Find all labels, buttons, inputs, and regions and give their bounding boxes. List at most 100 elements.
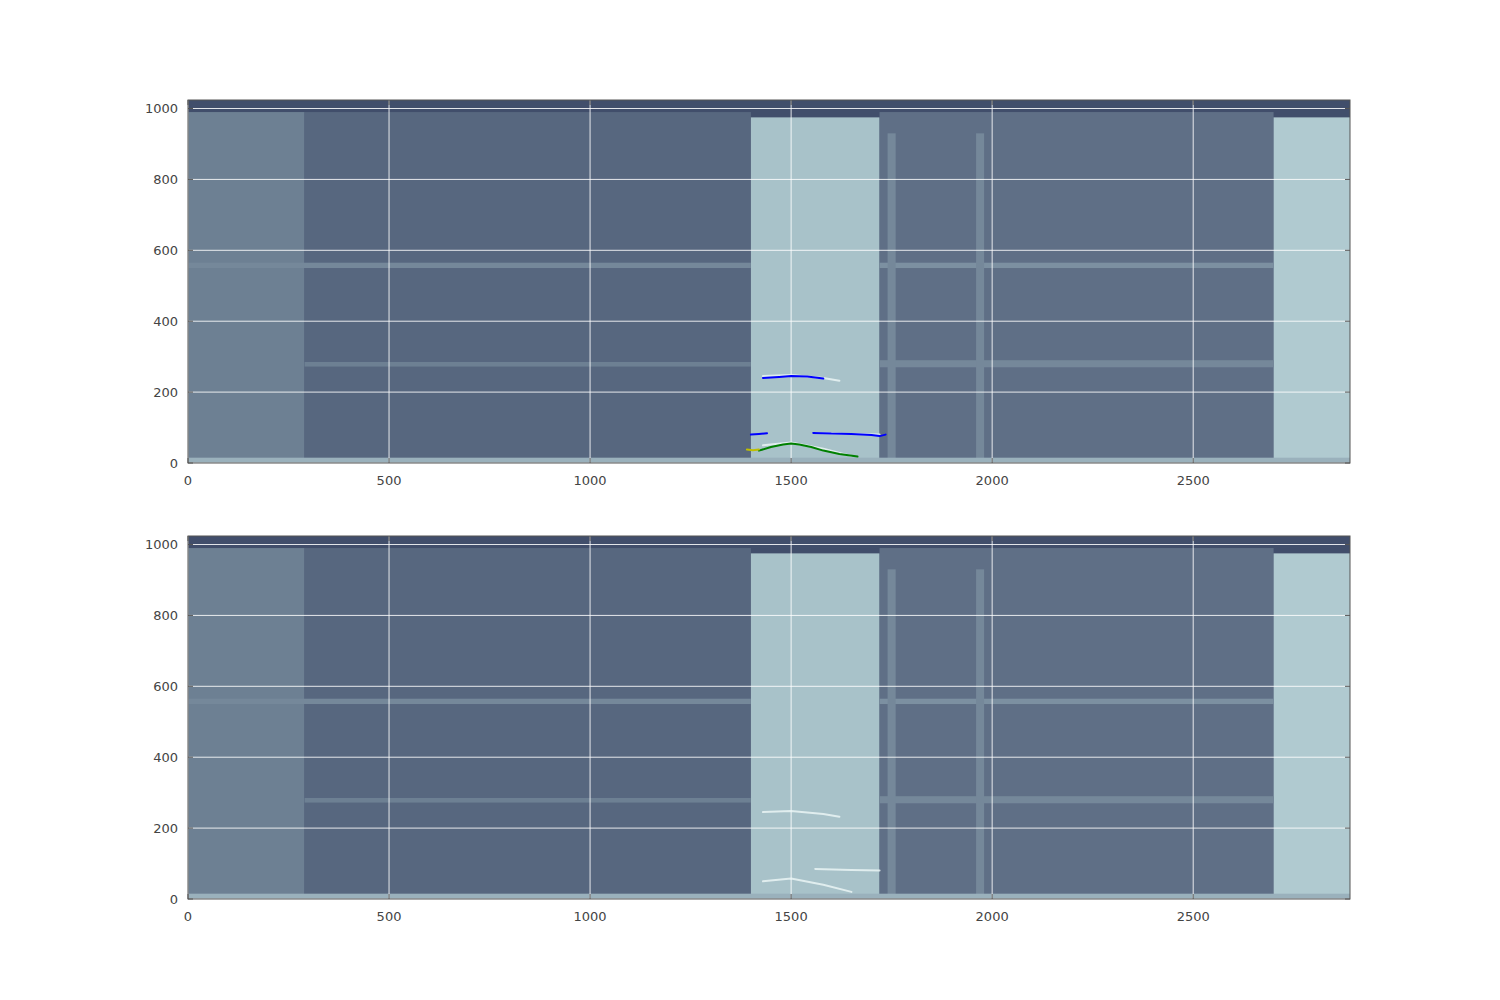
cell — [188, 548, 305, 899]
tick-label: 400 — [153, 314, 178, 329]
tick-label: 1000 — [145, 101, 178, 116]
grid-line — [188, 615, 1350, 616]
tick — [590, 458, 591, 463]
tick — [188, 458, 189, 463]
tick — [188, 686, 193, 687]
tick — [1345, 179, 1350, 180]
tick-label: 400 — [153, 750, 178, 765]
frame — [188, 536, 1350, 899]
tick-label: 0 — [170, 892, 178, 907]
cell — [880, 548, 1274, 899]
grid-line — [188, 108, 1350, 109]
grid-line — [188, 321, 1350, 322]
tick — [590, 100, 591, 105]
grid-line — [188, 828, 1350, 829]
tick-label: 2500 — [1177, 473, 1210, 488]
tick — [389, 100, 390, 105]
cell — [188, 100, 1350, 463]
tick — [1345, 544, 1350, 545]
tick-label: 2000 — [976, 473, 1009, 488]
cell — [888, 133, 896, 463]
tick — [389, 894, 390, 899]
tick-label: 0 — [184, 473, 192, 488]
tick — [1345, 463, 1350, 464]
cell — [188, 894, 1350, 899]
series-line — [763, 376, 823, 379]
plot-area — [188, 536, 1350, 899]
grid-line — [590, 536, 591, 899]
cell — [888, 569, 896, 899]
tick — [590, 536, 591, 541]
cell — [188, 112, 305, 463]
tick — [188, 899, 193, 900]
cell — [188, 458, 1350, 463]
series-line — [763, 811, 839, 817]
cell — [976, 133, 984, 463]
tick — [188, 463, 193, 464]
tick-label: 1500 — [775, 473, 808, 488]
tick — [1345, 828, 1350, 829]
tick — [1345, 686, 1350, 687]
series-line — [815, 869, 879, 871]
cell — [1274, 553, 1350, 899]
cell — [880, 796, 1274, 803]
tick — [1193, 536, 1194, 541]
figure: 0 500 1000 1500 2000 2500 0 200 400 600 800 1000 0 50… — [0, 0, 1500, 1000]
cell — [188, 536, 1350, 899]
tick — [992, 894, 993, 899]
cell — [880, 360, 1274, 367]
cell — [751, 553, 880, 899]
grid-line — [389, 536, 390, 899]
cell — [305, 548, 751, 899]
tick-label: 800 — [153, 608, 178, 623]
cell — [305, 798, 751, 803]
tick — [791, 100, 792, 105]
tick-label: 500 — [377, 909, 402, 924]
tick — [389, 458, 390, 463]
tick — [992, 458, 993, 463]
cell — [305, 362, 751, 367]
grid-line — [188, 757, 1350, 758]
chart: 0500100015002000250002004006008001000 — [145, 536, 1350, 924]
tick — [188, 108, 193, 109]
tick-label: 600 — [153, 679, 178, 694]
chart: 0500100015002000250002004006008001000 — [145, 100, 1350, 488]
tick — [1193, 894, 1194, 899]
tick-label: 600 — [153, 243, 178, 258]
tick-label: 200 — [153, 385, 178, 400]
tick — [1345, 321, 1350, 322]
series-line — [747, 449, 759, 452]
grid-line — [188, 392, 1350, 393]
plot-area — [188, 100, 1350, 463]
tick-label: 500 — [377, 473, 402, 488]
tick-label: 2000 — [976, 909, 1009, 924]
cell — [880, 112, 1274, 463]
grid-line — [992, 100, 993, 463]
tick — [188, 179, 193, 180]
tick-label: 800 — [153, 172, 178, 187]
cell — [880, 699, 1274, 704]
grid-line — [791, 536, 792, 899]
tick — [188, 757, 193, 758]
cell — [976, 569, 984, 899]
frame — [188, 100, 1350, 463]
grid-line — [389, 100, 390, 463]
tick — [590, 894, 591, 899]
cell — [1274, 117, 1350, 463]
tick — [992, 100, 993, 105]
series-line — [813, 433, 885, 436]
tick — [1193, 458, 1194, 463]
tick — [1193, 100, 1194, 105]
tick-label: 1000 — [145, 537, 178, 552]
tick — [1345, 108, 1350, 109]
tick — [389, 536, 390, 541]
grid-line — [188, 179, 1350, 180]
tick-label: 0 — [184, 909, 192, 924]
tick — [1345, 250, 1350, 251]
grid-line — [1193, 100, 1194, 463]
tick — [992, 536, 993, 541]
tick — [188, 536, 189, 541]
cell — [305, 112, 751, 463]
tick — [791, 536, 792, 541]
tick — [1345, 899, 1350, 900]
